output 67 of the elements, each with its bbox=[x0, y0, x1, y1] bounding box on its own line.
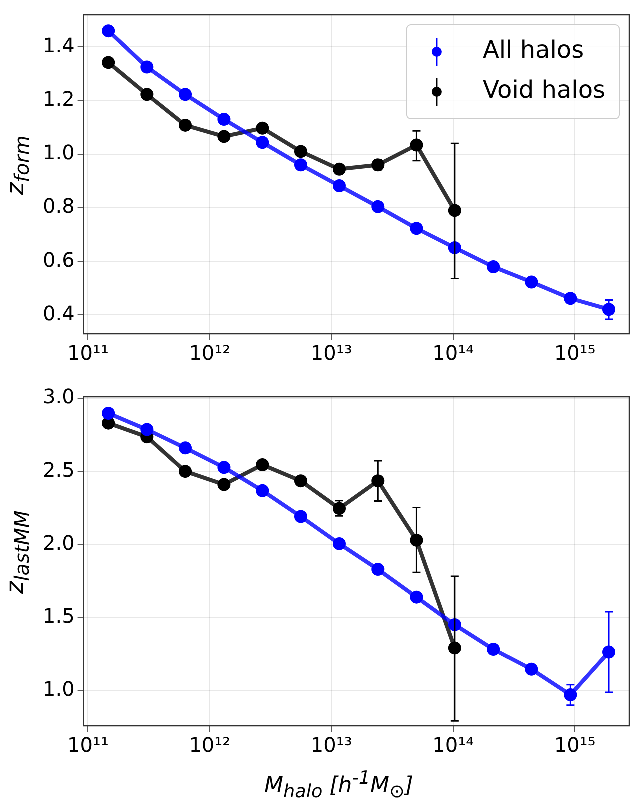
point bbox=[410, 534, 424, 547]
x-axis-title: M$_{halo}$ [h$^{-1}$M$_{⊙}$] bbox=[264, 767, 414, 803]
point bbox=[602, 303, 616, 316]
point bbox=[256, 122, 270, 135]
x-tick-label: 10¹⁵ bbox=[554, 341, 596, 366]
point bbox=[564, 292, 578, 306]
point bbox=[410, 590, 424, 604]
point bbox=[218, 461, 231, 474]
legend-label: All halos bbox=[482, 36, 584, 64]
y-tick-label: 0.8 bbox=[42, 194, 75, 218]
x-tick-label: 10¹² bbox=[189, 341, 231, 366]
point bbox=[102, 24, 116, 38]
point bbox=[372, 563, 385, 576]
point bbox=[372, 474, 385, 488]
y-tick-label: 3.0 bbox=[42, 384, 75, 409]
point bbox=[218, 478, 231, 492]
y-tick-label: 1.0 bbox=[42, 677, 75, 702]
point bbox=[410, 222, 424, 236]
point bbox=[332, 162, 346, 176]
point bbox=[294, 474, 308, 488]
x-tick-label: 10¹¹ bbox=[67, 733, 109, 758]
x-tick-label: 10¹¹ bbox=[67, 341, 109, 366]
point bbox=[332, 180, 346, 193]
y-tick-label: 2.5 bbox=[42, 458, 75, 482]
point bbox=[102, 56, 116, 70]
y-tick-label: 0.4 bbox=[42, 301, 75, 326]
y-tick-label: 0.6 bbox=[42, 248, 75, 272]
x-tick-label: 10¹⁴ bbox=[432, 341, 474, 366]
point bbox=[487, 260, 500, 274]
y-tick-label: 1.5 bbox=[42, 604, 75, 628]
point bbox=[372, 200, 385, 214]
point bbox=[525, 662, 538, 676]
point bbox=[218, 113, 231, 126]
x-tick-label: 10¹³ bbox=[310, 341, 352, 366]
y-tick-label: 1.4 bbox=[42, 33, 75, 58]
point bbox=[448, 642, 462, 655]
point bbox=[179, 118, 192, 132]
y-tick-label: 1.2 bbox=[42, 86, 75, 111]
point bbox=[140, 88, 154, 102]
point bbox=[218, 130, 231, 144]
point bbox=[294, 510, 308, 524]
point bbox=[410, 138, 424, 152]
point bbox=[102, 407, 116, 420]
point bbox=[332, 537, 346, 550]
x-tick-label: 10¹⁴ bbox=[432, 733, 474, 758]
x-tick-label: 10¹³ bbox=[310, 733, 352, 758]
point bbox=[140, 423, 154, 436]
point bbox=[602, 646, 616, 659]
point bbox=[102, 416, 116, 430]
point bbox=[179, 442, 192, 455]
point bbox=[256, 458, 270, 472]
point bbox=[140, 60, 154, 74]
point bbox=[564, 688, 578, 702]
point bbox=[525, 276, 538, 289]
point bbox=[179, 465, 192, 478]
y-tick-label: 2.0 bbox=[42, 530, 75, 555]
x-tick-label: 10¹² bbox=[189, 733, 231, 758]
point bbox=[448, 204, 462, 218]
point bbox=[294, 145, 308, 158]
point bbox=[256, 136, 270, 150]
point bbox=[256, 484, 270, 498]
point bbox=[179, 88, 192, 102]
legend-label: Void halos bbox=[482, 76, 606, 104]
x-tick-label: 10¹⁵ bbox=[554, 733, 596, 758]
y-tick-label: 1.0 bbox=[42, 140, 75, 165]
point bbox=[487, 643, 500, 656]
point bbox=[294, 158, 308, 172]
